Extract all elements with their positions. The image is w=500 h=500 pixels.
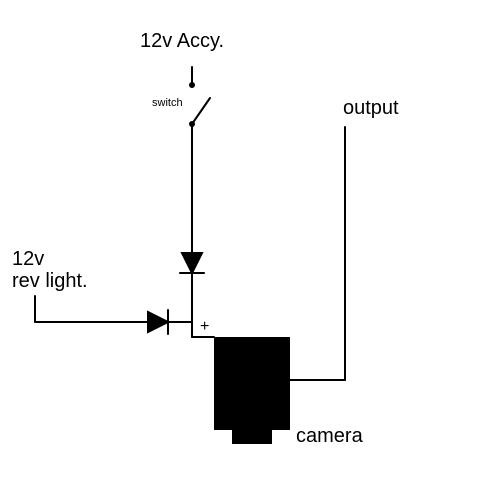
label-output: output [343, 97, 399, 120]
label-rev-light-1: 12v [12, 248, 44, 271]
label-plus: + [200, 318, 209, 336]
label-camera: camera [296, 425, 363, 448]
circuit-diagram [0, 0, 500, 500]
label-switch: switch [152, 97, 183, 109]
label-rev-light-2: rev light. [12, 270, 88, 293]
label-accy: 12v Accy. [140, 30, 224, 53]
